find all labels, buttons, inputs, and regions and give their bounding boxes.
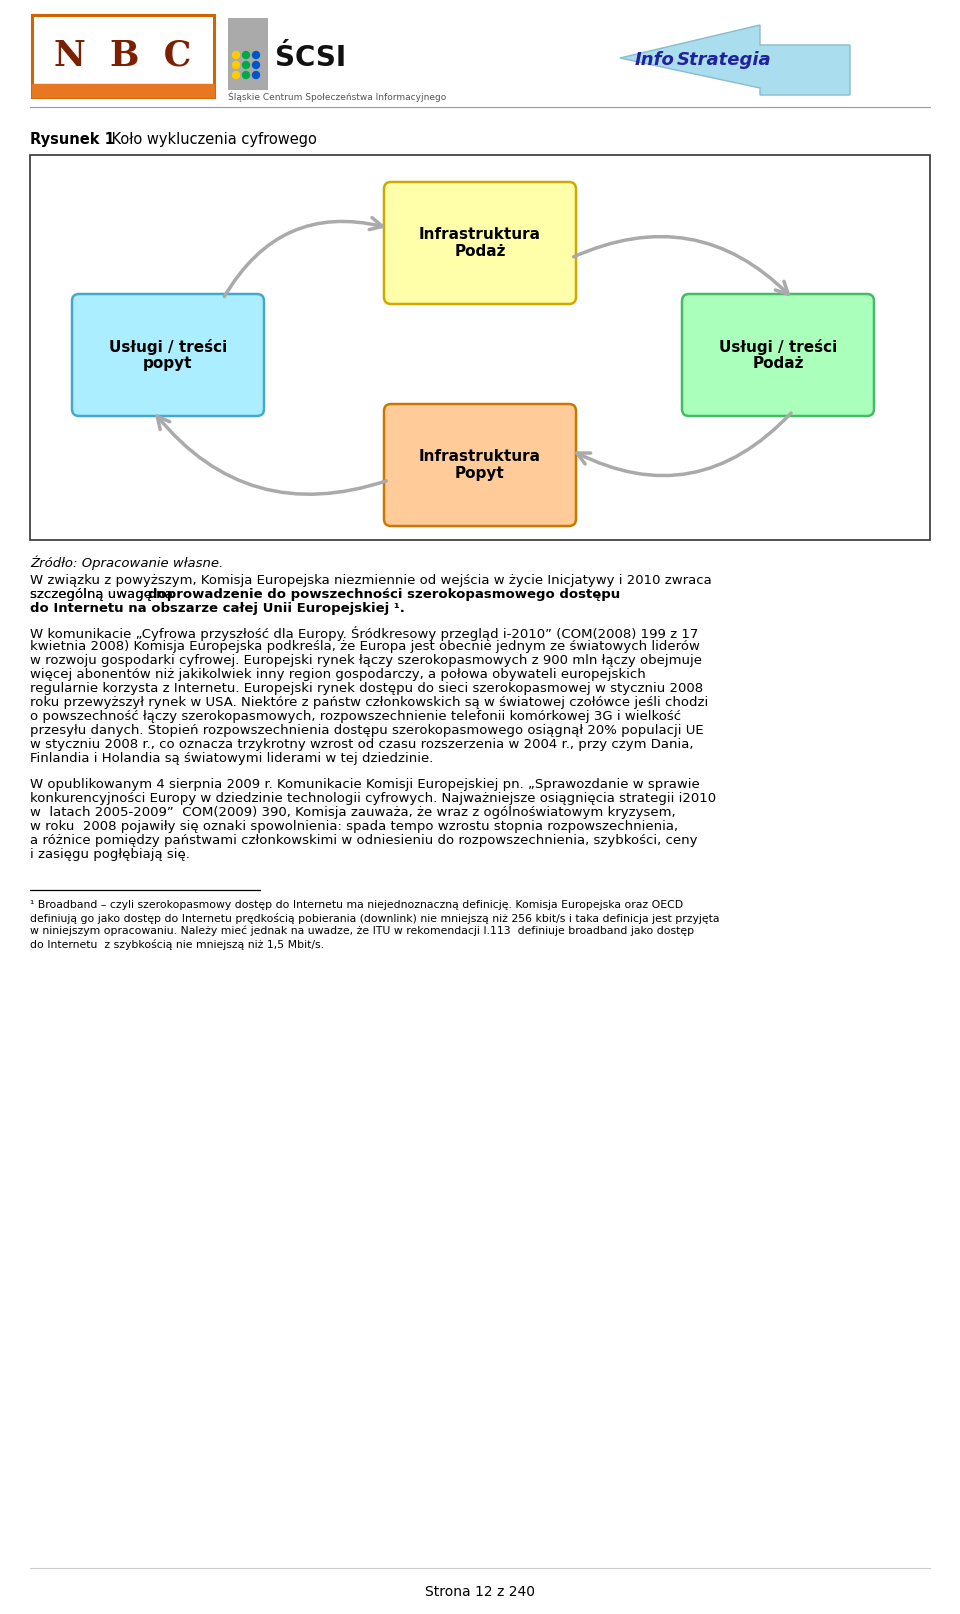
FancyArrowPatch shape (157, 416, 386, 494)
Circle shape (232, 71, 239, 79)
Text: Usługi / treści: Usługi / treści (719, 339, 837, 355)
Text: Podaż: Podaż (454, 244, 506, 258)
Text: a różnice pomiędzy państwami członkowskimi w odniesieniu do rozpowszechnienia, s: a różnice pomiędzy państwami członkowski… (30, 834, 698, 847)
Text: przesyłu danych. Stopień rozpowszechnienia dostępu szerokopasmowego osiągnął 20%: przesyłu danych. Stopień rozpowszechnien… (30, 725, 704, 738)
Circle shape (243, 52, 250, 58)
Circle shape (232, 52, 239, 58)
Circle shape (252, 61, 259, 68)
Text: Rysunek 1: Rysunek 1 (30, 132, 115, 147)
Text: Finlandia i Holandia są światowymi liderami w tej dziedzinie.: Finlandia i Holandia są światowymi lider… (30, 752, 433, 765)
Text: w  latach 2005-2009”  COM(2009) 390, Komisja zauważa, że wraz z ogólnoświatowym : w latach 2005-2009” COM(2009) 390, Komis… (30, 805, 676, 818)
Text: Info: Info (635, 52, 675, 69)
Text: popyt: popyt (143, 355, 193, 371)
Text: szczególną uwagę na: szczególną uwagę na (30, 587, 178, 600)
Text: W związku z powyższym, Komisja Europejska niezmiennie od wejścia w życie Inicjat: W związku z powyższym, Komisja Europejsk… (30, 575, 711, 587)
Text: do Internetu na obszarze całej Unii Europejskiej ¹.: do Internetu na obszarze całej Unii Euro… (30, 602, 405, 615)
Text: w niniejszym opracowaniu. Należy mieć jednak na uwadze, że ITU w rekomendacji I.: w niniejszym opracowaniu. Należy mieć je… (30, 926, 694, 936)
Text: w roku  2008 pojawiły się oznaki spowolnienia: spada tempo wzrostu stopnia rozpo: w roku 2008 pojawiły się oznaki spowolni… (30, 820, 678, 833)
Text: konkurencyjności Europy w dziedzinie technologii cyfrowych. Najważniejsze osiągn: konkurencyjności Europy w dziedzinie tec… (30, 792, 716, 805)
Circle shape (252, 71, 259, 79)
Bar (228, 18, 268, 90)
Text: w styczniu 2008 r., co oznacza trzykrotny wzrost od czasu rozszerzenia w 2004 r.: w styczniu 2008 r., co oznacza trzykrotn… (30, 738, 693, 751)
FancyArrowPatch shape (225, 218, 382, 297)
Text: ¹ Broadband – czyli szerokopasmowy dostęp do Internetu ma niejednoznaczną defini: ¹ Broadband – czyli szerokopasmowy dostę… (30, 901, 684, 910)
Text: doprowadzenie do powszechności szerokopasmowego dostępu: doprowadzenie do powszechności szerokopa… (148, 587, 620, 600)
FancyBboxPatch shape (72, 294, 264, 416)
Text: Strona 12 z 240: Strona 12 z 240 (425, 1585, 535, 1599)
FancyBboxPatch shape (384, 404, 576, 526)
Text: Śląskie Centrum Społeczeństwa Informacyjnego: Śląskie Centrum Społeczeństwa Informacyj… (228, 92, 446, 103)
Text: Popyt: Popyt (455, 466, 505, 481)
Circle shape (243, 61, 250, 68)
FancyArrowPatch shape (577, 413, 791, 476)
Text: regularnie korzysta z Internetu. Europejski rynek dostępu do sieci szerokopasmow: regularnie korzysta z Internetu. Europej… (30, 683, 703, 696)
FancyBboxPatch shape (682, 294, 874, 416)
Text: Infrastruktura: Infrastruktura (419, 449, 541, 465)
Text: W opublikowanym 4 sierpnia 2009 r. Komunikacie Komisji Europejskiej pn. „Sprawoz: W opublikowanym 4 sierpnia 2009 r. Komun… (30, 778, 700, 791)
Bar (32, 84, 214, 97)
FancyArrowPatch shape (573, 237, 788, 294)
Text: Koło wykluczenia cyfrowego: Koło wykluczenia cyfrowego (107, 132, 317, 147)
Text: kwietnia 2008) Komisja Europejska podkreśla, że Europa jest obecnie jednym ze św: kwietnia 2008) Komisja Europejska podkre… (30, 641, 700, 654)
Polygon shape (620, 24, 850, 95)
Text: więcej abonentów niż jakikolwiek inny region gospodarczy, a połowa obywateli eur: więcej abonentów niż jakikolwiek inny re… (30, 668, 646, 681)
Circle shape (252, 52, 259, 58)
Text: definiują go jako dostęp do Internetu prędkością pobierania (downlink) nie mniej: definiują go jako dostęp do Internetu pr… (30, 914, 719, 923)
Text: do Internetu  z szybkością nie mniejszą niż 1,5 Mbit/s.: do Internetu z szybkością nie mniejszą n… (30, 939, 324, 951)
Text: W komunikacie „Cyfrowa przyszłość dla Europy. Śródkresowy przegląd i-2010” (COM(: W komunikacie „Cyfrowa przyszłość dla Eu… (30, 626, 698, 641)
Text: o powszechność łączy szerokopasmowych, rozpowszechnienie telefonii komórkowej 3G: o powszechność łączy szerokopasmowych, r… (30, 710, 682, 723)
Circle shape (232, 61, 239, 68)
Text: Źródło: Opracowanie własne.: Źródło: Opracowanie własne. (30, 555, 224, 570)
Text: szczególną uwagę na: szczególną uwagę na (30, 587, 178, 600)
Bar (30, 155, 930, 541)
Text: Podaż: Podaż (753, 355, 804, 371)
Text: ŚCSI: ŚCSI (275, 44, 347, 73)
Text: roku przewyższył rynek w USA. Niektóre z państw członkowskich są w światowej czo: roku przewyższył rynek w USA. Niektóre z… (30, 696, 708, 709)
Text: Strategia: Strategia (677, 52, 772, 69)
Text: i zasięgu pogłębiają się.: i zasięgu pogłębiają się. (30, 847, 190, 860)
Text: N  B  C: N B C (55, 39, 192, 73)
Text: Usługi / treści: Usługi / treści (108, 339, 228, 355)
Text: Infrastruktura: Infrastruktura (419, 228, 541, 242)
Bar (32, 15, 214, 97)
Circle shape (243, 71, 250, 79)
FancyBboxPatch shape (384, 182, 576, 303)
Text: w rozwoju gospodarki cyfrowej. Europejski rynek łączy szerokopasmowych z 900 mln: w rozwoju gospodarki cyfrowej. Europejsk… (30, 654, 702, 667)
